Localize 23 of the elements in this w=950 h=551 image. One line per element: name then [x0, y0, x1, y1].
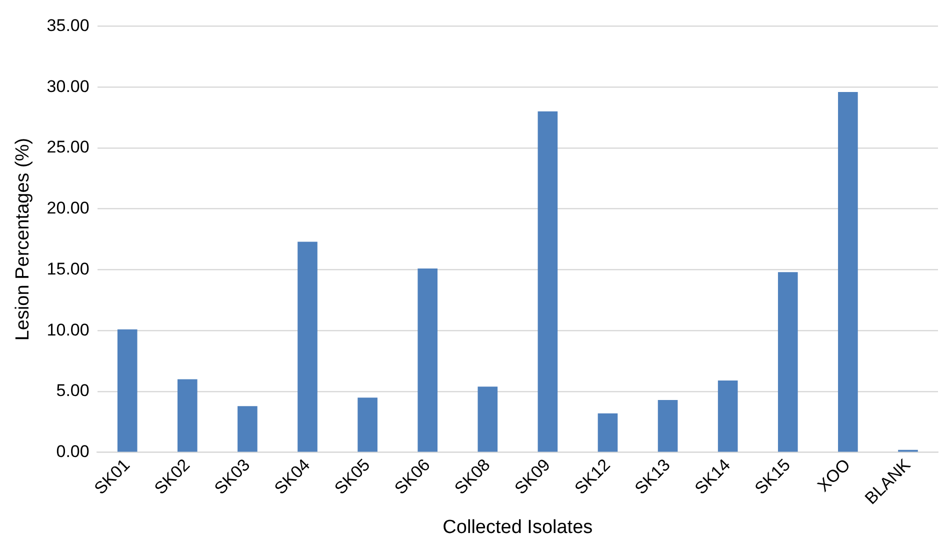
- y-tick-label: 35.00: [46, 16, 90, 35]
- y-tick-label: 30.00: [46, 76, 90, 96]
- y-tick-label: 25.00: [46, 138, 90, 157]
- y-tick-label: 5.00: [56, 381, 90, 400]
- bar: [838, 92, 858, 452]
- bar: [478, 386, 498, 452]
- bar: [238, 406, 258, 452]
- bar: [117, 329, 138, 452]
- bar: [658, 400, 678, 452]
- y-tick-label: 10.00: [46, 320, 90, 340]
- x-axis-title: Collected Isolates: [442, 516, 593, 538]
- bar: [598, 413, 618, 452]
- y-tick-label: 20.00: [46, 198, 90, 218]
- bar: [178, 379, 198, 452]
- bar: [418, 268, 438, 452]
- bar: [538, 111, 558, 452]
- bar: [358, 398, 378, 452]
- bar: [718, 380, 738, 452]
- y-tick-label: 0.00: [56, 442, 90, 462]
- bar: [778, 272, 798, 452]
- y-axis-title: Lesion Percentages (%): [12, 138, 34, 341]
- bar: [298, 242, 318, 452]
- y-tick-label: 15.00: [46, 259, 90, 278]
